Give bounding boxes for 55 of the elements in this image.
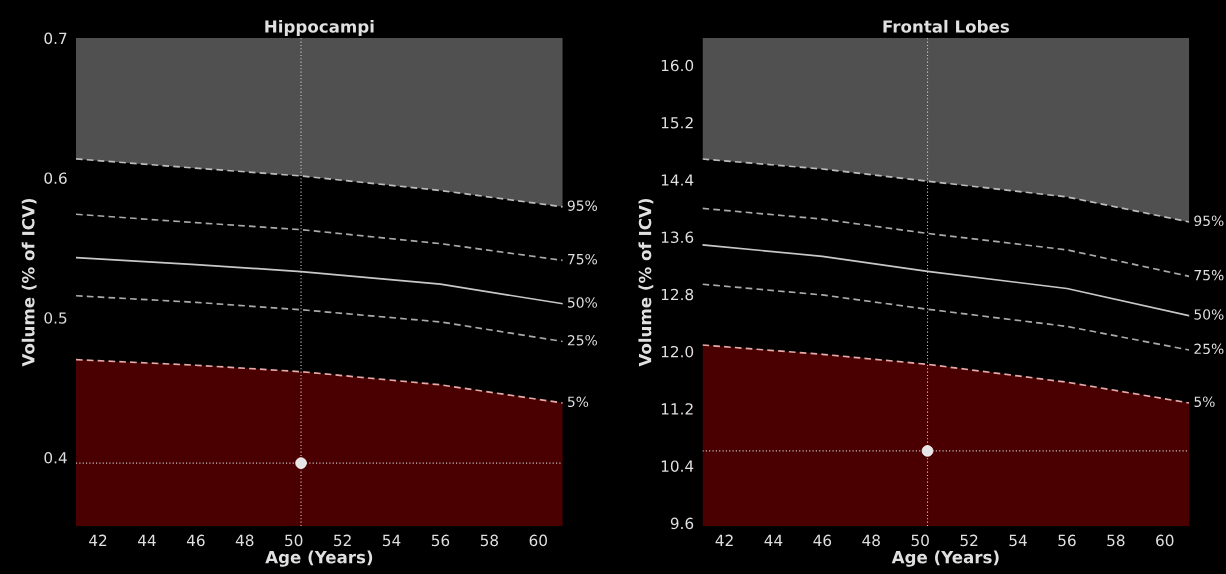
x-tick-label: 54: [1009, 534, 1027, 547]
y-tick-label: 12.0: [661, 345, 694, 358]
x-tick-label: 58: [480, 534, 499, 547]
line-series: [76, 213, 563, 262]
x-tick-label: 48: [862, 534, 880, 547]
chart-title: Frontal Lobes: [883, 19, 1009, 33]
x-axis-title: Age (Years): [891, 550, 999, 567]
chart-title: Hippocampi: [265, 19, 374, 37]
line-series: [702, 158, 1190, 223]
series-label: 25%: [567, 335, 597, 346]
x-tick-label: 42: [89, 534, 107, 546]
series-label: 5%: [1194, 396, 1215, 407]
series-label: 75%: [1194, 269, 1224, 281]
x-tick-label: 52: [334, 534, 351, 547]
line-series: [702, 283, 1190, 351]
y-tick-label: 0.6: [44, 172, 67, 184]
series-label: 95%: [1194, 215, 1224, 226]
line-series: [702, 207, 1190, 278]
x-tick-label: 50: [911, 534, 929, 547]
x-tick-label: 56: [431, 534, 450, 547]
series-label: 5%: [567, 396, 589, 408]
y-tick-label: 0.7: [44, 32, 67, 45]
y-tick-label: 0.4: [44, 451, 67, 464]
x-tick-label: 44: [764, 534, 783, 546]
x-tick-label: 56: [1058, 534, 1076, 547]
x-tick-label: 48: [235, 534, 254, 547]
y-tick-label: 14.4: [661, 174, 694, 186]
y-tick-label: 11.2: [661, 403, 693, 415]
series-label: 50%: [1194, 309, 1224, 320]
series-label: 50%: [567, 297, 597, 308]
y-axis-title: Volume (% of ICV): [638, 198, 654, 367]
x-tick-label: 52: [960, 534, 978, 547]
y-tick-label: 0.5: [44, 312, 67, 324]
x-tick-label: 60: [1156, 534, 1174, 547]
series-label: 25%: [1194, 343, 1224, 355]
series-label: 95%: [567, 200, 597, 211]
x-tick-label: 54: [382, 534, 401, 547]
x-tick-label: 50: [285, 534, 303, 547]
x-tick-label: 58: [1107, 534, 1125, 547]
y-tick-label: 9.6: [670, 517, 694, 530]
x-tick-label: 46: [813, 534, 832, 547]
y-tick-label: 12.8: [661, 288, 694, 301]
y-axis-title: Volume (% of ICV): [21, 198, 37, 367]
line-series: [76, 294, 563, 343]
y-tick-label: 10.4: [661, 460, 694, 472]
line-series: [76, 158, 563, 208]
x-tick-label: 46: [186, 534, 205, 547]
y-tick-label: 16.0: [661, 59, 694, 72]
series-label: 75%: [568, 253, 597, 265]
x-tick-label: 60: [529, 534, 547, 547]
y-tick-label: 15.2: [661, 117, 693, 129]
x-tick-label: 42: [715, 534, 733, 546]
x-axis-title: Age (Years): [265, 550, 373, 567]
y-tick-label: 13.6: [661, 231, 694, 244]
x-tick-label: 44: [137, 534, 156, 546]
